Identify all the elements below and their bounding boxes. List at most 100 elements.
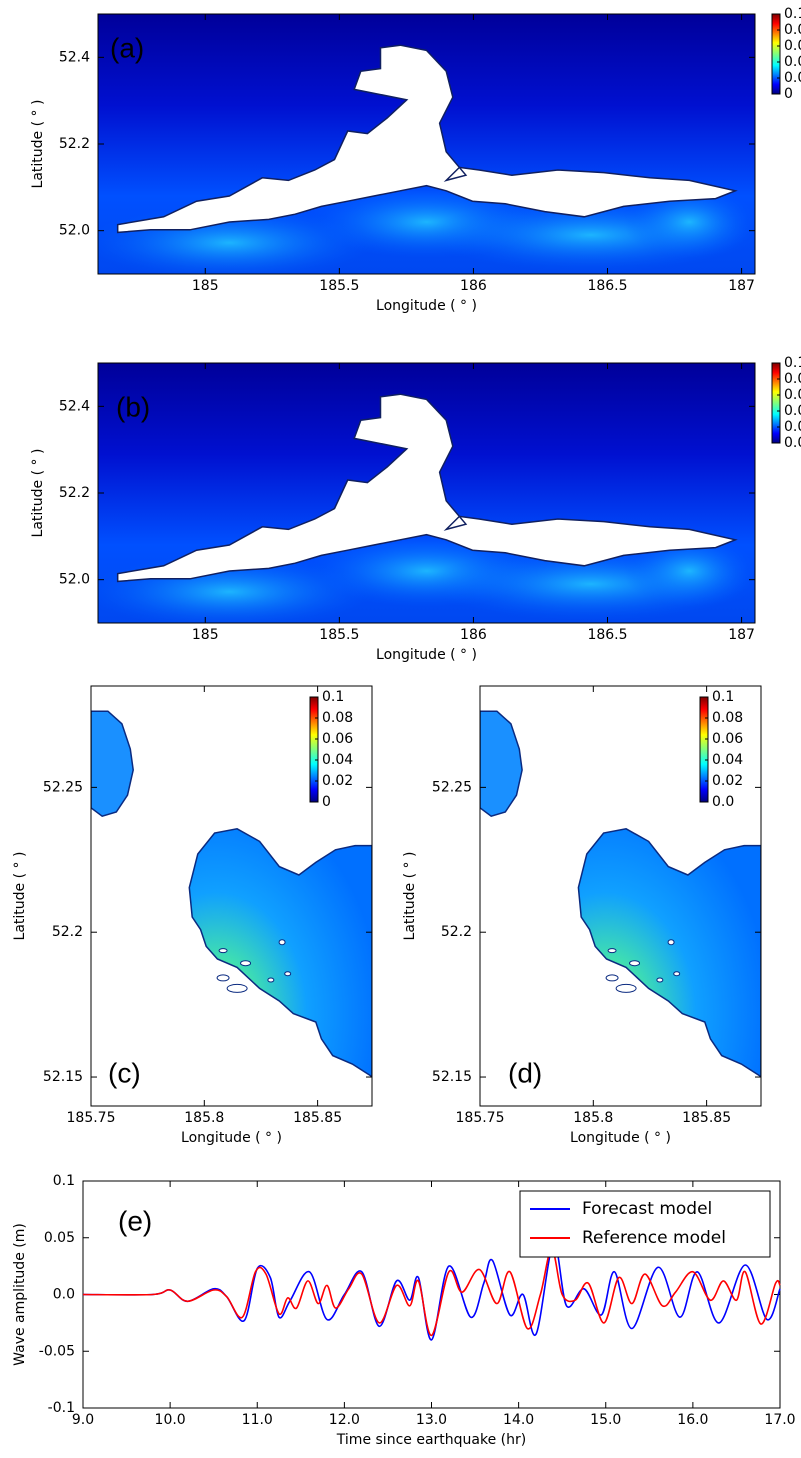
y-tick-label: 52.2	[59, 485, 90, 501]
colorbar-tick-label: 0.02	[784, 70, 801, 86]
y-tick-label: 52.0	[59, 572, 90, 588]
y-tick-label: 52.4	[59, 398, 90, 414]
colorbar-tick-label: 0.0	[712, 794, 734, 810]
colorbar-tick-label: 0.08	[784, 22, 801, 38]
islet	[605, 974, 619, 982]
line-series	[82, 1248, 781, 1337]
colorbar-tick-label: 0.08	[712, 710, 743, 726]
y-axis-label: Latitude ( ° )	[12, 852, 28, 941]
y-tick-label: 52.15	[432, 1069, 472, 1085]
colorbar-tick-label: 0.06	[322, 731, 353, 747]
colorbar-tick-label: 0.04	[784, 403, 801, 419]
line-series	[82, 1242, 781, 1341]
colorbar	[309, 696, 319, 803]
islet	[278, 939, 286, 946]
sea-glow	[623, 534, 755, 608]
x-tick-label: 16.0	[677, 1412, 708, 1428]
x-tick-label: 10.0	[155, 1412, 186, 1428]
panel-label: (b)	[116, 391, 150, 422]
y-tick-label: 52.25	[432, 779, 472, 795]
x-axis-label: Longitude ( ° )	[376, 298, 477, 314]
y-tick-label: 52.25	[43, 779, 83, 795]
colorbar-tick-label: 0.02	[784, 419, 801, 435]
legend-box	[519, 1190, 771, 1258]
map-layer	[480, 686, 761, 1106]
islet	[656, 977, 664, 983]
y-tick-label: 0.0	[53, 1287, 75, 1303]
map-layer	[98, 14, 755, 274]
water-body	[480, 710, 523, 818]
x-tick-label: 185.5	[319, 278, 359, 294]
colorbar-tick-label: 0.02	[322, 773, 353, 789]
x-tick-label: 185.85	[293, 1110, 342, 1126]
map-layer	[98, 363, 755, 623]
x-tick-label: 185	[192, 627, 219, 643]
colorbar-tick-label: 0.08	[784, 371, 801, 387]
islet	[240, 960, 252, 967]
colorbar-tick-label: 0	[322, 794, 331, 810]
x-tick-label: 186.5	[587, 278, 627, 294]
water-body	[91, 710, 134, 818]
y-tick-label: -0.1	[48, 1400, 75, 1416]
bay	[188, 828, 372, 1078]
y-axis-label: Latitude ( ° )	[30, 100, 46, 189]
x-tick-label: 15.0	[590, 1412, 621, 1428]
islet	[284, 971, 292, 977]
x-tick-label: 13.0	[416, 1412, 447, 1428]
colorbar	[771, 13, 781, 95]
x-tick-label: 17.0	[764, 1412, 795, 1428]
y-tick-label: 52.2	[441, 924, 472, 940]
colorbar-tick-label: 0.04	[322, 752, 353, 768]
colorbar-tick-label: 0.0	[784, 435, 801, 451]
island	[116, 393, 738, 583]
y-tick-label: -0.05	[39, 1343, 75, 1359]
x-tick-label: 185.75	[456, 1110, 505, 1126]
colorbar-tick-label: 0.1	[784, 355, 801, 371]
colorbar-tick-label: 0.06	[712, 731, 743, 747]
colorbar-tick-label: 0.1	[784, 6, 801, 22]
x-tick-label: 12.0	[329, 1412, 360, 1428]
x-axis-label: Longitude ( ° )	[181, 1130, 282, 1146]
x-tick-label: 185	[192, 278, 219, 294]
colorbar-tick-label: 0.06	[784, 38, 801, 54]
islet	[216, 974, 230, 982]
islet	[629, 960, 641, 967]
islet	[673, 971, 681, 977]
y-axis-label: Latitude ( ° )	[30, 449, 46, 538]
x-tick-label: 187	[728, 278, 755, 294]
y-tick-label: 52.0	[59, 223, 90, 239]
islet	[607, 948, 617, 954]
x-axis-label: Longitude ( ° )	[376, 647, 477, 663]
panel-label: (c)	[108, 1057, 141, 1088]
plot-frame	[479, 685, 762, 1107]
islet	[226, 983, 248, 993]
x-axis-label: Longitude ( ° )	[570, 1130, 671, 1146]
x-axis-label: Time since earthquake (hr)	[336, 1432, 526, 1448]
colorbar-tick-label: 0.04	[712, 752, 743, 768]
bay	[577, 828, 761, 1078]
legend-label: Forecast model	[582, 1199, 712, 1219]
y-tick-label: 52.4	[59, 49, 90, 65]
x-tick-label: 11.0	[242, 1412, 273, 1428]
colorbar-tick-label: 0.04	[784, 54, 801, 70]
colorbar-tick-label: 0	[784, 86, 793, 102]
colorbar	[699, 696, 709, 803]
colorbar-tick-label: 0.02	[712, 773, 743, 789]
panel-label: (d)	[508, 1057, 542, 1088]
y-axis-label: Wave amplitude (m)	[12, 1223, 28, 1366]
y-tick-label: 52.15	[43, 1069, 83, 1085]
x-tick-label: 186.5	[587, 627, 627, 643]
map-layer	[91, 686, 372, 1106]
island	[116, 44, 738, 234]
y-tick-label: 0.1	[53, 1173, 75, 1189]
x-tick-label: 186	[460, 627, 487, 643]
legend-label: Reference model	[582, 1228, 726, 1248]
y-axis-label: Latitude ( ° )	[402, 852, 418, 941]
plot-frame	[90, 685, 373, 1107]
y-tick-label: 52.2	[52, 924, 83, 940]
islet	[267, 977, 275, 983]
x-tick-label: 185.8	[184, 1110, 224, 1126]
x-tick-label: 185.85	[682, 1110, 731, 1126]
